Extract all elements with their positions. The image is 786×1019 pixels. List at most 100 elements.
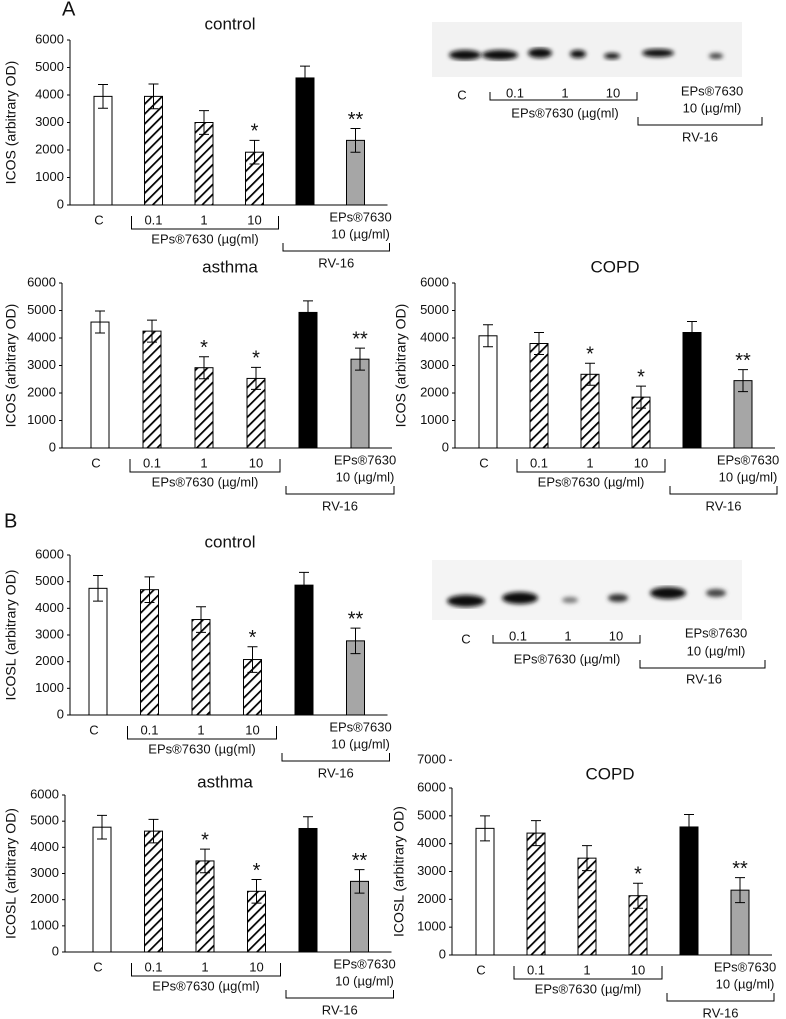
error-bar [147, 319, 157, 343]
y-tick-label: 1000 [35, 680, 64, 695]
error-bar [98, 84, 108, 109]
y-tick-label: 0 [442, 439, 449, 454]
y-tick-label: 2000 [417, 891, 446, 906]
y-tick-label: 5000 [30, 813, 59, 828]
lane-label: 1 [561, 85, 568, 100]
error-bar [303, 300, 313, 325]
x-tick-label: EPs®7630 [717, 452, 779, 467]
significance: * [200, 337, 208, 359]
x-tick-label: C [476, 962, 485, 977]
y-tick-label: 6000 [417, 779, 446, 794]
y-tick-label: 4000 [35, 86, 64, 101]
group-label: EPs®7630 (µg/ml) [535, 981, 642, 996]
x-tick-label: EPs®7630 [334, 452, 396, 467]
x-tick-label: EPs®7630 [329, 209, 391, 224]
y-tick-label: 5000 [35, 59, 64, 74]
lane-label: 0.1 [506, 85, 524, 100]
bracket [131, 216, 279, 230]
panel-label: A [62, 0, 76, 20]
bar [682, 332, 702, 449]
x-tick-label: C [479, 455, 488, 470]
x-tick-label: 10 [245, 722, 259, 737]
y-axis-label: ICOSL (arbitrary OD) [391, 806, 407, 937]
error-bar [735, 877, 745, 904]
error-bar [684, 813, 694, 840]
x-tick-label: 10 [631, 962, 645, 977]
significance: ** [732, 858, 748, 880]
y-tick-label: 5000 [420, 302, 449, 317]
error-bar [585, 362, 595, 386]
error-bar [196, 606, 206, 633]
error-bar [303, 816, 313, 841]
group-label: EPs®7630 (µg/ml) [152, 474, 259, 489]
lane-label: C [461, 631, 470, 646]
significance: ** [348, 608, 364, 630]
group-label: EPs®7630 (µg(ml) [148, 741, 255, 756]
y-axis-label: ICOS (arbitrary OD) [3, 61, 19, 185]
x-tick-label: 0.1 [530, 455, 548, 470]
bar [577, 857, 597, 956]
group-label: EPs®7630 (µg/ml) [538, 474, 645, 489]
y-tick-label: 1000 [27, 412, 56, 427]
bracket [131, 963, 281, 977]
error-bar [93, 575, 103, 602]
x-tick-label: 10 [247, 212, 261, 227]
bar [93, 95, 113, 206]
bar [194, 367, 214, 449]
bracket [666, 993, 775, 1002]
x-tick-label: 0.1 [144, 959, 162, 974]
x-tick-label: 10 (µg/ml) [335, 973, 394, 988]
error-bar [247, 646, 258, 673]
y-tick-label: 1000 [30, 917, 59, 932]
error-bar [97, 814, 107, 840]
bracket [129, 459, 281, 473]
x-tick-label: EPs®7630 [333, 956, 395, 971]
chart-title: COPD [590, 257, 639, 276]
bracket [492, 635, 641, 644]
bracket [489, 92, 638, 101]
y-tick-label: 3000 [30, 865, 59, 880]
x-tick-label: 10 (µg/ml) [719, 469, 778, 484]
error-bar [633, 882, 643, 909]
y-tick-label: 6000 [35, 31, 64, 46]
significance: ** [735, 350, 751, 372]
bar [144, 95, 163, 206]
y-axis-label: ICOS (arbitrary OD) [393, 304, 409, 428]
y-tick-label: 0 [49, 439, 56, 454]
x-tick-label: 1 [197, 722, 204, 737]
error-bar [95, 310, 105, 334]
bar [298, 827, 318, 953]
y-tick-label: 3000 [420, 357, 449, 372]
y-tick-label: 2000 [420, 384, 449, 399]
bar [92, 826, 112, 953]
lane-label: 1 [564, 628, 571, 643]
bar [88, 587, 108, 716]
panel-label: B [4, 510, 17, 532]
bar [140, 589, 159, 716]
x-tick-label: 1 [583, 962, 590, 977]
significance: * [634, 863, 642, 885]
lane-label: 0.1 [509, 628, 527, 643]
error-bar [148, 83, 159, 110]
y-tick-label: 6000 [35, 546, 64, 561]
y-tick-label: 1000 [417, 919, 446, 934]
significance: * [637, 366, 645, 388]
bracket [669, 486, 778, 495]
bar [475, 827, 495, 956]
y-tick-label: 6000 [27, 274, 56, 289]
bracket [127, 726, 277, 740]
group-label: EPs®7630 (µg(ml) [152, 978, 259, 993]
error-bar [582, 845, 592, 872]
bar [295, 77, 315, 206]
chart-title: control [204, 532, 255, 551]
y-tick-label: 0 [439, 946, 446, 961]
group-label: RV-16 [318, 765, 354, 780]
error-bar [350, 627, 361, 655]
y-tick-label: 1000 [420, 412, 449, 427]
significance: ** [348, 109, 364, 131]
error-bar [483, 324, 493, 348]
y-tick-label: 0 [57, 706, 64, 721]
significance: * [201, 829, 209, 851]
bar [526, 832, 546, 956]
